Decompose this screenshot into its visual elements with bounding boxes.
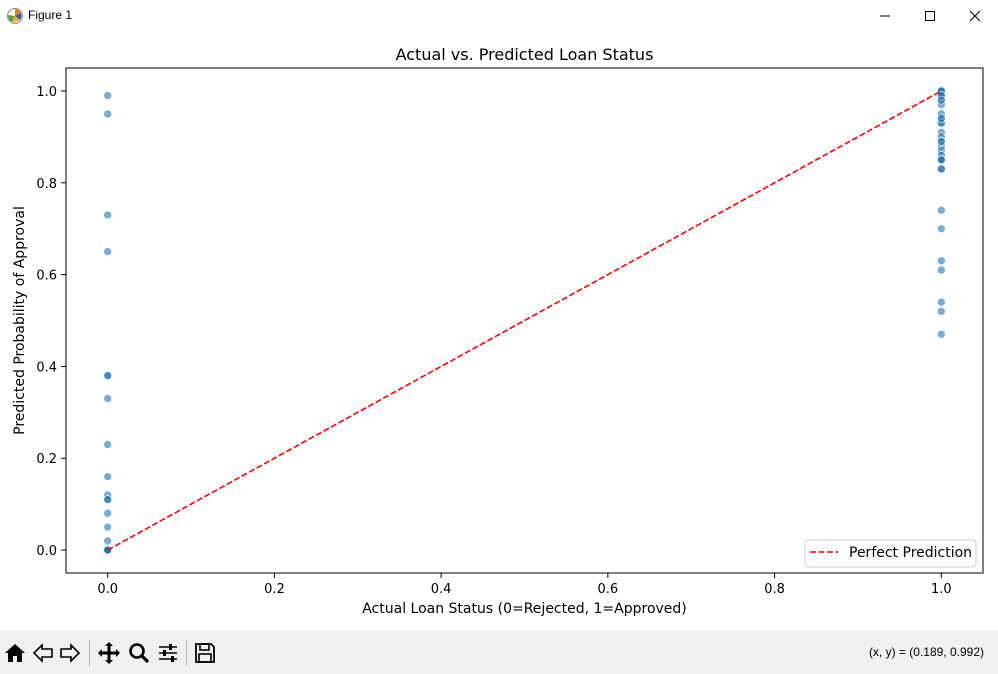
data-point	[103, 371, 112, 380]
window-title: Figure 1	[28, 8, 73, 22]
maximize-button[interactable]	[907, 0, 953, 31]
back-icon	[32, 643, 53, 663]
legend-label: Perfect Prediction	[849, 545, 972, 561]
data-point	[103, 509, 112, 518]
data-point	[937, 265, 946, 275]
y-tick-label: 0.2	[36, 452, 57, 467]
chart-title: Actual vs. Predicted Loan Status	[396, 45, 654, 64]
data-point	[937, 297, 946, 307]
data-point	[937, 155, 946, 165]
x-tick-label: 0.8	[764, 582, 785, 597]
data-point	[937, 329, 946, 339]
matplotlib-icon	[7, 8, 23, 24]
back-button[interactable]	[29, 639, 57, 667]
maximize-icon	[925, 10, 935, 21]
perfect-prediction-line	[107, 90, 942, 551]
window-titlebar: Figure 1	[0, 0, 998, 32]
navigation-toolbar: (x, y) = (0.189, 0.992)	[0, 631, 998, 674]
zoom-button[interactable]	[125, 639, 153, 667]
legend: Perfect Prediction	[804, 539, 977, 568]
save-icon	[195, 643, 215, 663]
y-tick-label: 0.6	[36, 269, 57, 284]
scatter-chart: Actual vs. Predicted Loan Status 0.0 0.2 0…	[12, 45, 984, 617]
data-point	[103, 394, 112, 403]
home-icon	[5, 644, 25, 662]
axes-frame	[65, 67, 984, 574]
y-tick-label: 0.4	[36, 360, 57, 375]
pan-icon	[98, 642, 120, 664]
data-point	[937, 137, 946, 146]
data-point	[103, 472, 112, 481]
configure-subplots-icon	[159, 644, 177, 662]
zoom-icon	[129, 643, 150, 664]
x-tick-label: 0.2	[264, 582, 285, 597]
x-tick-label: 0.0	[97, 582, 118, 597]
toolbar-separator	[89, 640, 90, 666]
pan-button[interactable]	[95, 639, 123, 667]
y-tick-label: 1.0	[36, 85, 57, 100]
home-button[interactable]	[1, 639, 29, 667]
close-button[interactable]	[952, 0, 998, 31]
data-point	[103, 210, 112, 220]
data-point	[937, 224, 946, 233]
data-point	[103, 522, 112, 532]
figure-canvas[interactable]: Actual vs. Predicted Loan Status 0.0 0.2 0…	[0, 31, 998, 631]
legend-box	[804, 539, 977, 568]
x-axis-label: Actual Loan Status (0=Rejected, 1=Approv…	[362, 601, 687, 617]
y-tick-label: 0.8	[36, 177, 57, 192]
plot-area	[103, 86, 946, 555]
axis-ticks: 0.0 0.2 0.4 0.6 0.8 1.0 0.0 0.2 0.4 0.6 0.8 1.0	[36, 85, 951, 597]
data-point	[103, 495, 112, 504]
data-point	[103, 91, 112, 100]
configure-subplots-button[interactable]	[154, 639, 182, 667]
minimize-button[interactable]	[862, 0, 908, 31]
data-point	[103, 247, 112, 256]
forward-icon	[60, 643, 81, 663]
data-point	[937, 256, 946, 266]
cursor-coordinates: (x, y) = (0.189, 0.992)	[868, 645, 984, 659]
data-point	[103, 440, 112, 449]
save-button[interactable]	[191, 639, 219, 667]
data-point	[103, 536, 112, 546]
data-point	[103, 109, 112, 119]
data-point	[937, 206, 946, 215]
close-icon	[969, 10, 981, 21]
data-point	[937, 307, 946, 316]
y-axis-label: Predicted Probability of Approval	[12, 206, 28, 435]
minimize-icon	[880, 15, 890, 16]
x-tick-label: 0.4	[431, 582, 452, 597]
x-tick-label: 0.6	[598, 582, 619, 597]
data-point	[937, 95, 946, 105]
toolbar-separator	[186, 640, 187, 666]
forward-button[interactable]	[56, 639, 84, 667]
data-point	[937, 114, 946, 123]
x-tick-label: 1.0	[931, 582, 952, 597]
y-tick-label: 0.0	[36, 544, 57, 559]
data-point	[937, 164, 946, 174]
